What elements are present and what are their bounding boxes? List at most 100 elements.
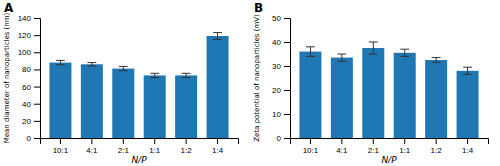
error-bar-stem xyxy=(91,63,92,66)
x-tick-label: 1:4 xyxy=(462,146,474,155)
y-tick: 30 xyxy=(272,62,290,71)
error-bar-cap xyxy=(56,60,65,61)
y-tick-line xyxy=(284,114,290,115)
error-bar-cap xyxy=(369,54,378,55)
y-tick-label: 20 xyxy=(22,117,31,126)
error-bar-stem xyxy=(217,33,218,40)
error-bar-cap xyxy=(400,49,409,50)
y-tick-label: 30 xyxy=(272,62,281,71)
bar xyxy=(394,53,416,138)
x-tick-label: 4:1 xyxy=(86,146,98,155)
error-bar-cap xyxy=(119,66,128,67)
y-tick-line xyxy=(34,52,40,53)
y-tick-line xyxy=(34,18,40,19)
bar xyxy=(362,48,384,138)
x-tick-line xyxy=(91,138,92,144)
x-tick: 1:2 xyxy=(181,138,193,155)
error-bar xyxy=(213,33,222,40)
y-tick-label: 60 xyxy=(22,83,31,92)
y-tick: 100 xyxy=(18,48,40,57)
error-bar xyxy=(432,58,441,63)
y-tick-line xyxy=(284,90,290,91)
x-tick: 1:1 xyxy=(399,138,411,155)
x-tick: 10:1 xyxy=(53,138,69,155)
x-tick-label: 1:4 xyxy=(212,146,224,155)
y-tick: 120 xyxy=(18,31,40,40)
error-bar-stem xyxy=(123,66,124,70)
panel-label: B xyxy=(254,1,263,15)
error-bar-stem xyxy=(60,60,61,64)
y-tick: 20 xyxy=(22,117,40,126)
error-bar xyxy=(306,47,315,57)
bar xyxy=(207,36,229,138)
error-bar-cap xyxy=(337,61,346,62)
y-axis: 01020304050 xyxy=(272,14,290,143)
y-tick-line xyxy=(284,42,290,43)
bar xyxy=(175,75,197,138)
error-bar-stem xyxy=(310,47,311,57)
panel: 0102030405010:14:12:11:11:21:4BN/PZeta p… xyxy=(253,1,489,165)
bar xyxy=(299,52,321,138)
error-bar-cap xyxy=(182,73,191,74)
y-tick: 10 xyxy=(272,110,290,119)
x-axis-line xyxy=(41,139,239,145)
error-bar-cap xyxy=(369,42,378,43)
y-tick-line xyxy=(34,69,40,70)
error-bar-cap xyxy=(432,62,441,63)
y-tick-line xyxy=(284,18,290,19)
error-bar xyxy=(463,67,472,74)
y-tick-line xyxy=(34,104,40,105)
y-tick-label: 50 xyxy=(272,14,281,23)
y-axis-line xyxy=(34,19,41,139)
x-tick-line xyxy=(467,138,468,144)
plot-area xyxy=(299,42,478,138)
x-tick-line xyxy=(60,138,61,144)
error-bar-stem xyxy=(373,42,374,54)
y-tick-line xyxy=(34,121,40,122)
x-tick: 1:4 xyxy=(212,138,224,155)
x-tick: 2:1 xyxy=(368,138,380,155)
error-bar-stem xyxy=(404,49,405,56)
bar xyxy=(81,64,103,138)
bar xyxy=(144,75,166,138)
error-bar-cap xyxy=(400,56,409,57)
y-tick-label: 80 xyxy=(22,65,31,74)
error-bar-cap xyxy=(306,56,315,57)
error-bar-cap xyxy=(213,32,222,33)
bar xyxy=(425,60,447,138)
x-tick: 1:4 xyxy=(462,138,474,155)
y-tick-label: 40 xyxy=(272,38,281,47)
x-tick-line xyxy=(436,138,437,144)
y-axis-title: Mean diameter of nanoparticles (nm) xyxy=(3,12,11,143)
y-tick: 80 xyxy=(22,65,40,74)
x-axis-title: N/P xyxy=(381,155,397,165)
y-tick-line xyxy=(34,87,40,88)
chart-svg: 02040608010012014010:14:12:11:11:21:4AN/… xyxy=(0,0,500,166)
error-bar-stem xyxy=(467,67,468,74)
error-bar-cap xyxy=(432,57,441,58)
error-bar xyxy=(87,63,96,66)
y-tick: 0 xyxy=(277,134,290,143)
error-bar-cap xyxy=(463,67,472,68)
error-bar-cap xyxy=(87,62,96,63)
y-tick-line xyxy=(34,35,40,36)
error-bar-cap xyxy=(463,74,472,75)
error-bar-cap xyxy=(150,73,159,74)
x-tick-label: 2:1 xyxy=(118,146,130,155)
x-tick-line xyxy=(310,138,311,144)
error-bar-cap xyxy=(150,77,159,78)
y-tick: 40 xyxy=(22,100,40,109)
y-tick-label: 0 xyxy=(27,134,32,143)
y-tick-label: 120 xyxy=(18,31,32,40)
x-tick-line xyxy=(341,138,342,144)
y-tick-label: 40 xyxy=(22,100,31,109)
error-bar xyxy=(400,49,409,56)
y-tick-label: 140 xyxy=(18,14,32,23)
y-tick-label: 0 xyxy=(277,134,282,143)
x-tick-line xyxy=(217,138,218,144)
y-tick-line xyxy=(34,138,40,139)
bar xyxy=(49,63,71,138)
y-tick-label: 10 xyxy=(272,110,281,119)
error-bar-stem xyxy=(436,58,437,63)
y-tick-line xyxy=(284,66,290,67)
